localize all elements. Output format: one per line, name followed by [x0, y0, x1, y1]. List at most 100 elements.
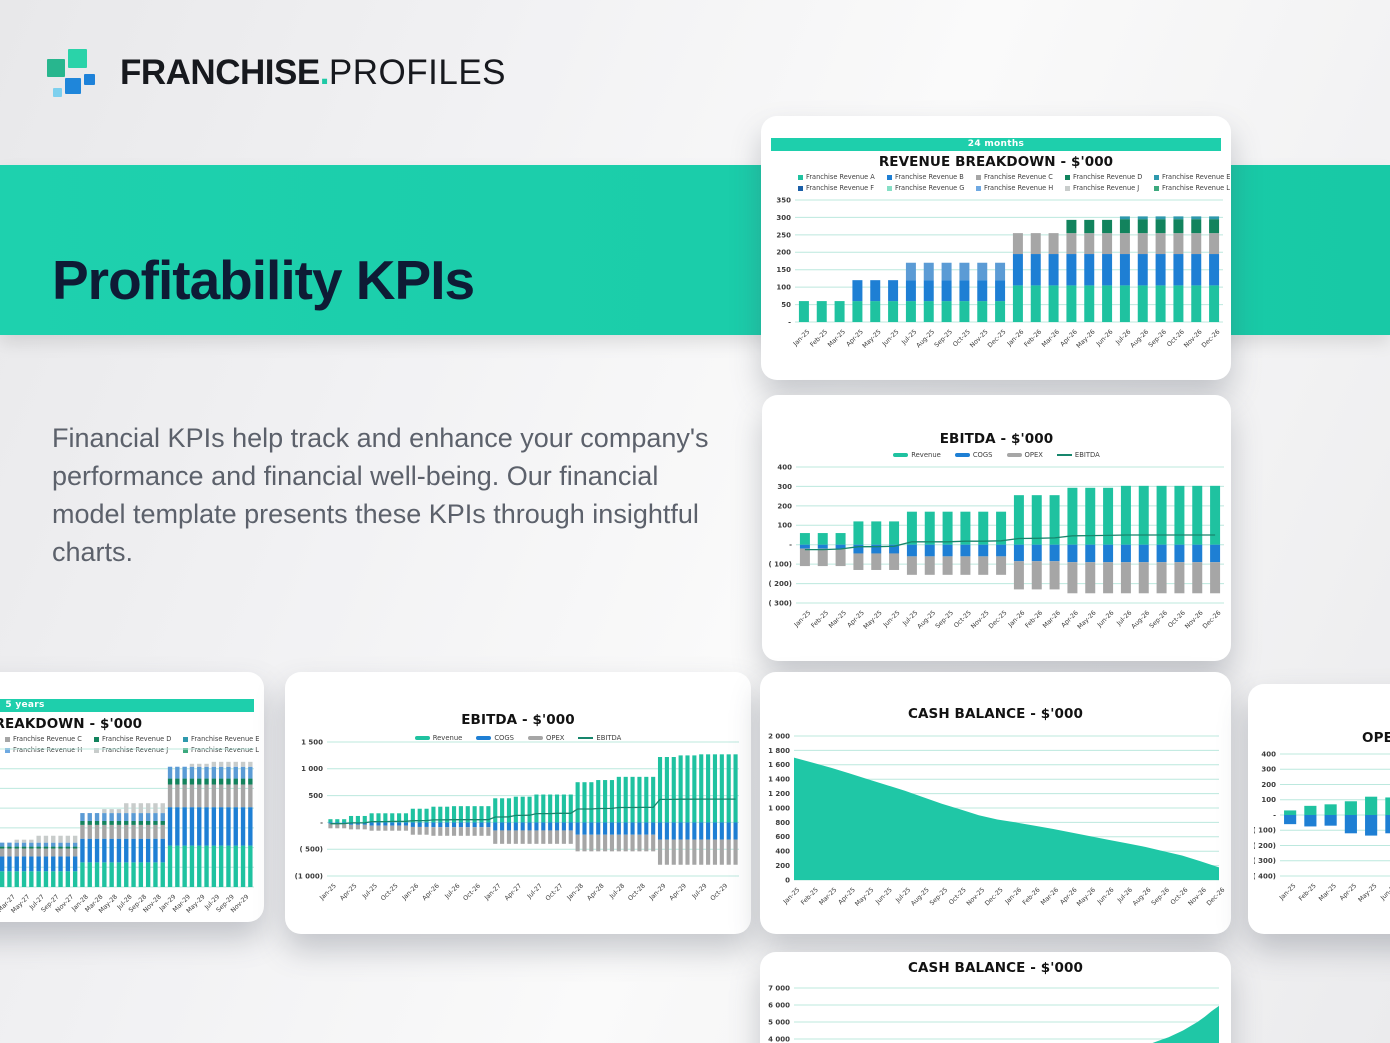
bar-segment [1103, 544, 1114, 563]
chart-title: REVENUE BREAKDOWN - $'000 [0, 716, 143, 732]
area-series [1152, 1005, 1219, 1043]
bar-segment [138, 824, 144, 839]
bar-segment [116, 862, 122, 887]
bar-segment [43, 846, 49, 849]
bar-segment [978, 511, 989, 545]
svg-text:( 300): ( 300) [769, 599, 792, 607]
chart-canvas: 400 300 200 100-( 100)( 200)( 300) Jan-25 Feb… [768, 459, 1226, 651]
bar-segment [397, 825, 402, 831]
bar-segment [348, 822, 354, 825]
bar-segment [733, 822, 738, 840]
bars [328, 754, 738, 865]
legend-item: Franchise Revenue D [1065, 173, 1154, 181]
legend-label: Franchise Revenue L [1162, 184, 1230, 192]
bar-segment [445, 822, 450, 828]
svg-text:Feb-25: Feb-25 [809, 328, 829, 348]
bar-segment [1102, 219, 1113, 234]
bar-segment [145, 820, 151, 825]
bar-segment [1067, 544, 1078, 563]
bar-segment [124, 862, 129, 887]
legend-item: Revenue [414, 734, 462, 742]
bar-segment [596, 834, 601, 852]
bar-segment [124, 820, 129, 825]
bar-segment [175, 845, 180, 887]
svg-text:Jan-26: Jan-26 [1006, 328, 1026, 348]
bar-segment [131, 824, 136, 839]
bar-segment [29, 871, 34, 887]
bar-segment [65, 835, 71, 843]
bar-segment [596, 780, 601, 823]
bar-segment [51, 871, 56, 887]
legend-marker-icon [887, 174, 892, 180]
bar-segment [996, 544, 1007, 557]
bar-segment [376, 825, 381, 831]
legend-row: Franchise Revenue F Franchise Revenue G Fr… [798, 184, 1243, 192]
x-axis-labels: Jan-25 Apr-25 Jul-25 Oct-25 Jan-26 Apr-26 Jul-… [318, 882, 729, 902]
bar-segment [1284, 810, 1297, 815]
svg-text:600: 600 [775, 833, 790, 841]
bar-segment [960, 544, 971, 557]
bar-segment [905, 280, 916, 302]
bar-segment [699, 839, 704, 865]
legend-item: Franchise Revenue J [1065, 184, 1154, 192]
bar-segment [527, 830, 532, 844]
legend-item: Franchise Revenue H [976, 184, 1065, 192]
bar-segment [637, 776, 642, 823]
svg-text:( 400): ( 400) [1254, 872, 1276, 880]
bar-segment [233, 807, 238, 846]
bar-segment [692, 755, 697, 823]
bar-segment [888, 301, 899, 322]
bar-segment [218, 761, 224, 767]
bar-segment [554, 822, 560, 831]
bar-segment [1119, 219, 1130, 234]
bar-segment [145, 803, 151, 814]
bar-segment [906, 544, 917, 557]
bar-segment [189, 766, 195, 779]
bar-segment [1173, 233, 1184, 255]
bar-segment [124, 813, 129, 821]
svg-text:May-25: May-25 [862, 609, 883, 630]
bar-segment [43, 848, 49, 857]
bar-segment [138, 862, 144, 887]
y-axis-labels: 350 300 250 200 150 100 50 - [776, 196, 791, 326]
bar-segment [167, 784, 173, 808]
bar-segment [1048, 254, 1059, 286]
bar-segment [1385, 797, 1390, 815]
svg-text:Apr-28: Apr-28 [586, 882, 606, 902]
svg-text:6 000: 6 000 [768, 1001, 790, 1009]
legend-label: Revenue [911, 451, 941, 459]
bar-segment [623, 822, 628, 835]
bar-segment [403, 825, 409, 831]
svg-text:300: 300 [777, 483, 792, 491]
bar-segment [978, 544, 989, 557]
bar-segment [671, 757, 676, 823]
bar-segment [1048, 285, 1059, 322]
bar-segment [211, 784, 217, 808]
bar-segment [390, 825, 395, 831]
bar-segment [852, 301, 863, 322]
svg-text:-: - [320, 819, 323, 827]
svg-text:Jan-25: Jan-25 [1278, 882, 1298, 902]
chart-canvas: 1 500 1 000 500-( 500) (1 000) Jan-25 Apr-25 J… [291, 732, 745, 928]
bar-segment [383, 825, 388, 831]
svg-text:Feb-25: Feb-25 [800, 886, 820, 906]
svg-text:Mar-26: Mar-26 [1041, 328, 1061, 348]
legend-marker-icon [1065, 174, 1070, 180]
svg-text:Jan-29: Jan-29 [648, 882, 668, 902]
bar-segment [240, 845, 246, 887]
bar-segment [527, 796, 532, 823]
bar-segment [72, 871, 78, 887]
bar-segment [167, 807, 173, 846]
chart-svg: 2 000 1 800 1 600 1 400 1 200 1 000 800 600 400 2… [768, 732, 1225, 907]
bar-segment [799, 544, 810, 549]
svg-text:350: 350 [776, 196, 791, 204]
bar-segment [362, 824, 367, 830]
svg-text:Mar-25: Mar-25 [1318, 882, 1338, 902]
bar-segment [80, 838, 85, 863]
svg-text:250: 250 [776, 231, 791, 239]
bar-segment [211, 845, 217, 887]
bar-segment [72, 846, 78, 849]
bar-segment [160, 803, 165, 814]
bar-segment [941, 301, 952, 322]
